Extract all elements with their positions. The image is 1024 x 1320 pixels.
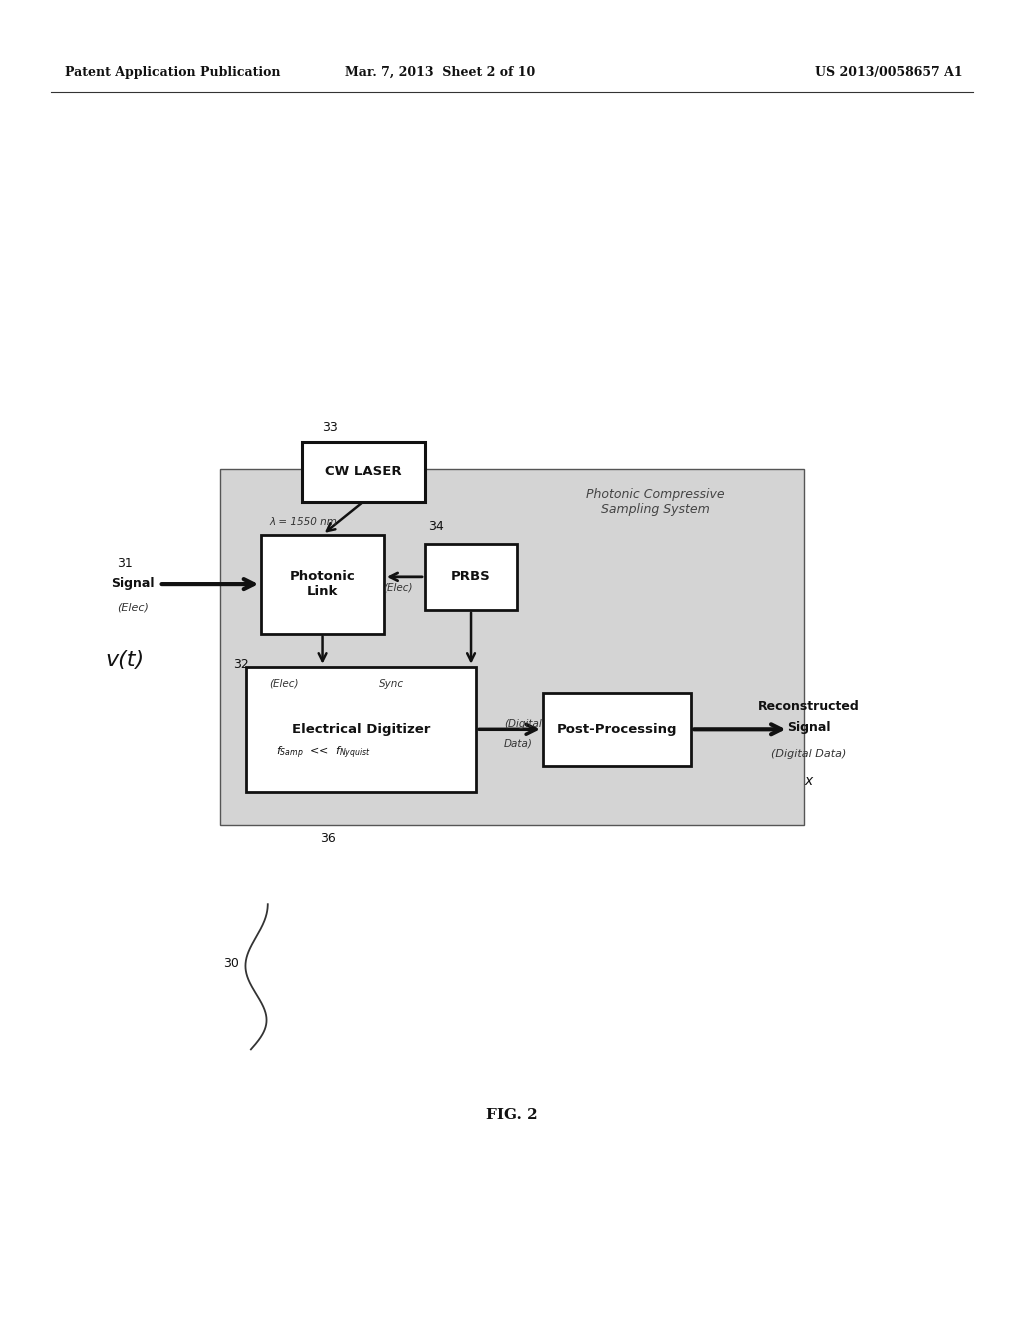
Text: 33: 33 bbox=[323, 421, 338, 434]
Text: v(t): v(t) bbox=[105, 649, 144, 671]
Text: CW LASER: CW LASER bbox=[326, 466, 401, 478]
Text: US 2013/0058657 A1: US 2013/0058657 A1 bbox=[815, 66, 963, 79]
Text: 36: 36 bbox=[319, 832, 336, 845]
Text: Electrical Digitizer: Electrical Digitizer bbox=[292, 723, 430, 735]
Text: FIG. 2: FIG. 2 bbox=[486, 1109, 538, 1122]
Text: (Digital: (Digital bbox=[504, 718, 542, 729]
Text: $f_{Samp}$  <<  $f_{Nyquist}$: $f_{Samp}$ << $f_{Nyquist}$ bbox=[276, 744, 372, 760]
FancyBboxPatch shape bbox=[425, 544, 517, 610]
Text: Reconstructed: Reconstructed bbox=[758, 700, 860, 713]
Text: 30: 30 bbox=[223, 957, 240, 970]
Text: (Digital Data): (Digital Data) bbox=[771, 748, 847, 759]
Text: Post-Processing: Post-Processing bbox=[557, 723, 677, 735]
Text: Patent Application Publication: Patent Application Publication bbox=[65, 66, 280, 79]
Text: (Elec): (Elec) bbox=[269, 678, 299, 689]
Text: Sync: Sync bbox=[379, 678, 404, 689]
Text: 31: 31 bbox=[118, 557, 133, 570]
FancyBboxPatch shape bbox=[220, 469, 804, 825]
Text: Data): Data) bbox=[504, 738, 532, 748]
Text: PRBS: PRBS bbox=[452, 570, 490, 583]
Text: (Elec): (Elec) bbox=[117, 602, 150, 612]
FancyBboxPatch shape bbox=[302, 442, 425, 502]
Text: Photonic
Link: Photonic Link bbox=[290, 570, 355, 598]
Text: x: x bbox=[805, 774, 813, 788]
Text: (Elec): (Elec) bbox=[383, 582, 413, 593]
Text: 34: 34 bbox=[428, 520, 443, 533]
FancyBboxPatch shape bbox=[261, 535, 384, 634]
FancyBboxPatch shape bbox=[543, 693, 691, 766]
Text: 32: 32 bbox=[233, 657, 249, 671]
Text: Signal: Signal bbox=[112, 577, 155, 590]
Text: Photonic Compressive
Sampling System: Photonic Compressive Sampling System bbox=[586, 487, 725, 516]
Text: Mar. 7, 2013  Sheet 2 of 10: Mar. 7, 2013 Sheet 2 of 10 bbox=[345, 66, 536, 79]
Text: λ = 1550 nm: λ = 1550 nm bbox=[269, 516, 337, 527]
Text: Signal: Signal bbox=[787, 721, 830, 734]
FancyBboxPatch shape bbox=[246, 667, 476, 792]
